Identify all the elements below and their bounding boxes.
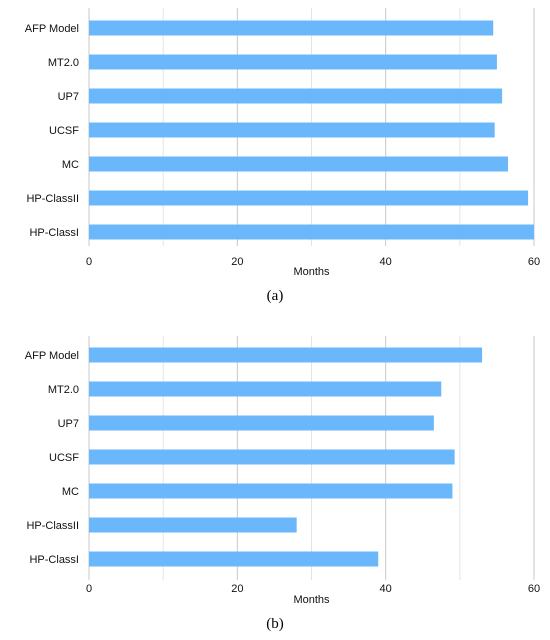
category-label: HP-ClassII (26, 193, 79, 205)
x-tick-label: 40 (380, 256, 392, 268)
chart-b: AFP Model MT2.0 UP7 UCSF MC HP-ClassII HP-Clas… (25, 336, 540, 606)
category-label: HP-ClassII (26, 520, 79, 532)
category-label: MC (62, 159, 79, 171)
bar-b-1 (89, 381, 442, 397)
category-label: UCSF (49, 125, 79, 137)
category-label: UCSF (49, 452, 79, 464)
category-label: AFP Model (25, 23, 79, 35)
category-label: AFP Model (25, 350, 79, 362)
bar-b-6 (89, 551, 379, 567)
x-tick-label: 0 (86, 583, 92, 595)
x-tick-label: 60 (528, 583, 540, 595)
bar-a-3 (89, 122, 495, 138)
bar-b-4 (89, 483, 453, 499)
x-tick-label: 0 (86, 256, 92, 268)
category-label: MT2.0 (48, 57, 79, 69)
category-label: HP-ClassI (29, 554, 79, 566)
x-axis-title: Months (293, 594, 330, 606)
panel-caption-b: (b) (266, 616, 284, 632)
bar-a-1 (89, 54, 497, 70)
category-label: UP7 (58, 418, 79, 430)
category-label: MC (62, 486, 79, 498)
chart-a: AFP Model MT2.0 UP7 UCSF MC HP-ClassII HP-Clas… (25, 8, 540, 278)
bar-b-0 (89, 347, 483, 363)
bar-b-2 (89, 415, 434, 431)
x-tick-label: 20 (231, 583, 243, 595)
bar-b-5 (89, 517, 297, 533)
bar-a-0 (89, 20, 494, 36)
x-tick-label: 60 (528, 256, 540, 268)
bar-a-4 (89, 156, 509, 172)
panel-caption-a: (a) (266, 288, 284, 304)
bar-a-5 (89, 190, 529, 206)
x-tick-label: 20 (231, 256, 243, 268)
x-axis-title: Months (293, 266, 330, 278)
category-label: HP-ClassI (29, 227, 79, 239)
bar-a-6 (89, 224, 534, 240)
category-label: UP7 (58, 91, 79, 103)
bar-b-3 (89, 449, 455, 465)
bar-a-2 (89, 88, 503, 104)
category-label: MT2.0 (48, 384, 79, 396)
x-tick-label: 40 (380, 583, 392, 595)
